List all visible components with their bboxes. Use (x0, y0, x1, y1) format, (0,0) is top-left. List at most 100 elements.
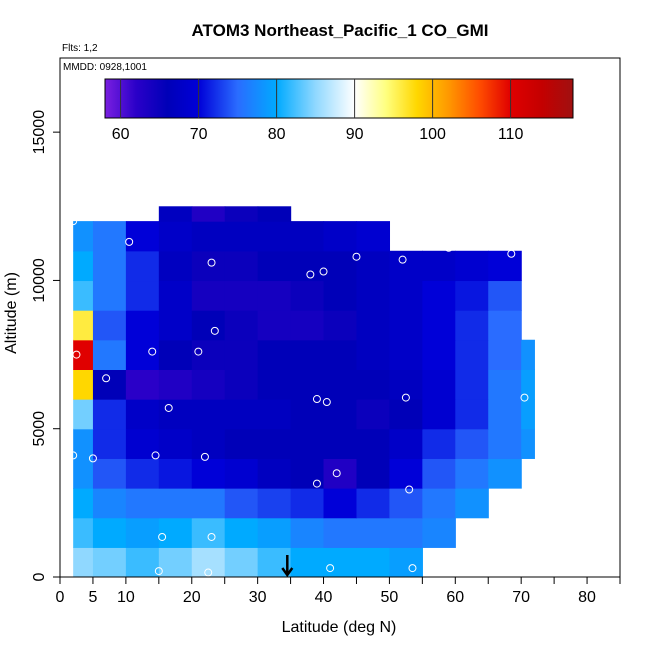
heatmap-cell (290, 547, 325, 577)
sample-point (319, 267, 328, 276)
heatmap-cell (455, 310, 489, 341)
heatmap-cell (257, 399, 292, 430)
heatmap-cell (290, 221, 325, 252)
heatmap-cell (73, 369, 94, 400)
heatmap-cell (92, 310, 127, 341)
heatmap-cell (323, 250, 358, 282)
heatmap-cell (224, 369, 259, 400)
heatmap-cell (191, 250, 226, 282)
heatmap-cell (356, 399, 391, 430)
heatmap-cell (257, 488, 292, 519)
colorbar-tick-label: 90 (346, 126, 364, 143)
colorbar-tick-label: 80 (268, 126, 286, 143)
heatmap-cell (158, 280, 193, 311)
dates-label: MMDD: 0928,1001 (63, 62, 147, 73)
heatmap-cell (92, 488, 127, 519)
heatmap-cell (356, 250, 391, 282)
heatmap-cell (73, 280, 94, 311)
heatmap-cell (290, 310, 325, 341)
heatmap-cell (224, 250, 259, 282)
heatmap-cell (92, 399, 127, 430)
heatmap-cell (191, 488, 226, 519)
heatmap-cell (224, 280, 259, 311)
heatmap-field (73, 206, 535, 577)
heatmap-cell (257, 369, 292, 400)
heatmap-cell (224, 310, 259, 341)
heatmap-cell (158, 339, 193, 370)
heatmap-cell (125, 458, 160, 489)
heatmap-cell (257, 458, 292, 489)
heatmap-cell (73, 458, 94, 489)
y-axis: 0 5000 10000 15000 (31, 110, 60, 581)
heatmap-cell (290, 428, 325, 459)
heatmap-cell (290, 369, 325, 400)
heatmap-cell (158, 399, 193, 430)
heatmap-cell (257, 280, 292, 311)
heatmap-cell (356, 458, 391, 489)
heatmap-cell (73, 517, 94, 548)
heatmap-cell (73, 547, 94, 577)
heatmap-cell (389, 488, 423, 519)
heatmap-cell (389, 310, 423, 341)
heatmap-cell (73, 221, 94, 252)
sample-point (121, 202, 130, 211)
heatmap-cell (323, 339, 358, 370)
heatmap-cell (224, 547, 259, 577)
heatmap-cell (191, 369, 226, 400)
heatmap-cell (92, 369, 127, 400)
heatmap-cell (356, 517, 391, 548)
heatmap-cell (158, 517, 193, 548)
heatmap-cell (455, 339, 489, 370)
heatmap-cell (356, 310, 391, 341)
heatmap-cell (323, 369, 358, 400)
sample-point (200, 452, 209, 461)
heatmap-cell (73, 250, 94, 282)
heatmap-cell (224, 221, 259, 252)
heatmap-cell (422, 280, 456, 311)
x-tick-label: 40 (315, 589, 333, 606)
sample-point (164, 403, 173, 412)
heatmap-cell (224, 428, 259, 459)
heatmap-cell (92, 221, 127, 252)
heatmap-cell (422, 458, 456, 489)
x-tick-label: 60 (446, 589, 464, 606)
heatmap-cell (191, 517, 226, 548)
heatmap-cell (73, 399, 94, 430)
heatmap-cell (488, 310, 522, 341)
heatmap-cell (125, 517, 160, 548)
heatmap-cell (290, 488, 325, 519)
x-tick-label: 20 (183, 589, 201, 606)
heatmap-cell (191, 280, 226, 311)
sample-point (69, 451, 78, 460)
heatmap-cell (323, 428, 358, 459)
heatmap-cell (389, 428, 423, 459)
heatmap-cell (191, 206, 226, 222)
chart-title: ATOM3 Northeast_Pacific_1 CO_GMI (192, 21, 489, 40)
heatmap-cell (125, 221, 160, 252)
heatmap-cell (488, 369, 522, 400)
sample-point (154, 567, 163, 576)
plot-frame (59, 57, 621, 578)
sample-point (207, 258, 216, 267)
sample-point (72, 350, 81, 359)
heatmap-cell (455, 488, 489, 519)
sample-point (352, 252, 361, 261)
sample-point (398, 255, 407, 264)
heatmap-cell (191, 547, 226, 577)
heatmap-cell (224, 458, 259, 489)
x-tick-label: 80 (578, 589, 596, 606)
sample-point (322, 398, 331, 407)
heatmap-cell (257, 517, 292, 548)
colorbar-tick-label: 110 (498, 126, 524, 143)
heatmap-cell (158, 488, 193, 519)
sample-point (326, 564, 335, 573)
heatmap-cell (455, 399, 489, 430)
heatmap-cell (92, 458, 127, 489)
heatmap-cell (125, 428, 160, 459)
sample-point (158, 532, 167, 541)
heatmap-cell (73, 339, 94, 370)
sample-point (408, 564, 417, 573)
heatmap-cell (290, 458, 325, 489)
marker-head (281, 567, 294, 578)
heatmap-cell (422, 517, 456, 548)
